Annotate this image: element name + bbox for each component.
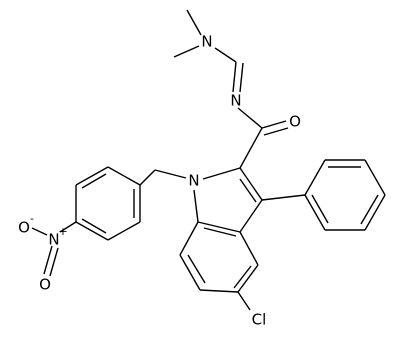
charge: - xyxy=(30,212,34,225)
atom-label: O xyxy=(18,219,30,237)
atom-labels: N N O N Cl N + O - O xyxy=(18,33,301,329)
atom-label: O xyxy=(39,276,51,294)
bonds xyxy=(31,9,386,311)
atom-label: N xyxy=(188,172,199,190)
atom-label: Cl xyxy=(252,311,267,329)
atom-label: O xyxy=(289,113,301,131)
charge: + xyxy=(58,225,67,238)
atom-label: N xyxy=(230,92,241,110)
atom-label: N xyxy=(201,33,212,51)
atom-label: N xyxy=(48,231,59,249)
